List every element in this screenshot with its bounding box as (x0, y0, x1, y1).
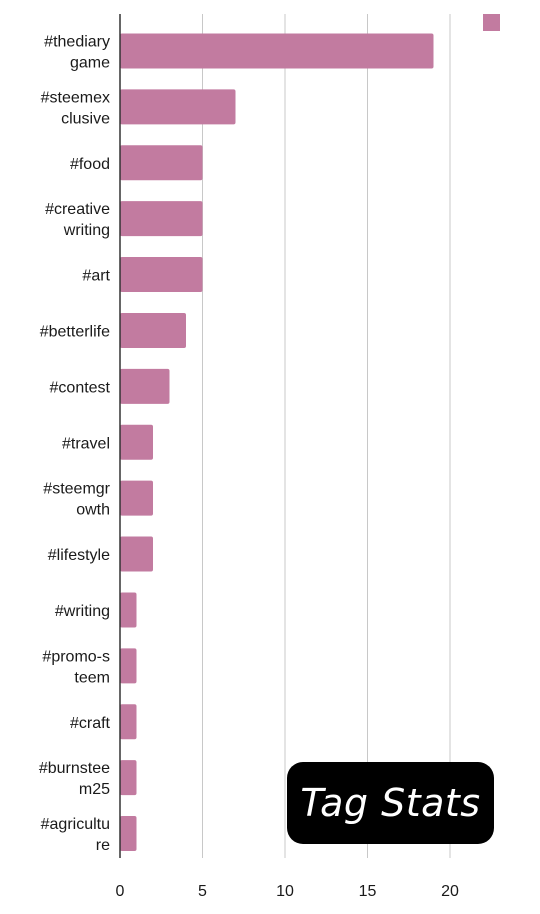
x-tick-label: 5 (198, 883, 207, 900)
bar-4 (120, 257, 203, 293)
gridlines (202, 14, 451, 858)
bar-0 (120, 33, 434, 69)
category-label: #thediary game (44, 33, 110, 71)
x-tick-label: 10 (276, 883, 294, 900)
category-label: #promo-s teem (42, 648, 110, 686)
bar-11 (120, 648, 137, 684)
category-label: #art (82, 268, 110, 285)
category-label: #steemgr owth (43, 481, 110, 519)
x-tick-label: 20 (441, 883, 459, 900)
bar-3 (120, 201, 203, 237)
bar-6 (120, 368, 170, 404)
bar-1 (120, 89, 236, 125)
bars (120, 33, 434, 852)
bar-2 (120, 145, 203, 181)
bar-7 (120, 424, 153, 460)
category-labels: #thediary game #steemex clusive #food #creati… (39, 33, 111, 854)
bar-12 (120, 704, 137, 740)
category-label: #food (70, 156, 110, 173)
bar-13 (120, 760, 137, 796)
bar-5 (120, 312, 186, 348)
category-label: #burnstee m25 (39, 760, 110, 798)
category-label: #agricultu re (41, 816, 110, 854)
x-tick-label: 0 (116, 883, 125, 900)
bar-9 (120, 536, 153, 572)
bar-8 (120, 480, 153, 516)
title-badge: Tag Stats (287, 762, 494, 844)
category-label: #lifestyle (48, 547, 110, 564)
title-badge-text: Tag Stats (300, 781, 481, 825)
bar-10 (120, 592, 137, 628)
category-label: #contest (50, 379, 111, 396)
category-label: #craft (70, 715, 111, 732)
category-label: #travel (62, 435, 110, 452)
x-tick-labels: 0 5 10 15 20 (116, 883, 459, 900)
category-label: #writing (55, 603, 110, 620)
category-label: #creative writing (45, 201, 110, 239)
category-label: #steemex clusive (41, 89, 110, 127)
legend-swatch (483, 14, 500, 31)
category-label: #betterlife (40, 323, 110, 340)
x-tick-label: 15 (359, 883, 377, 900)
bar-14 (120, 816, 137, 852)
